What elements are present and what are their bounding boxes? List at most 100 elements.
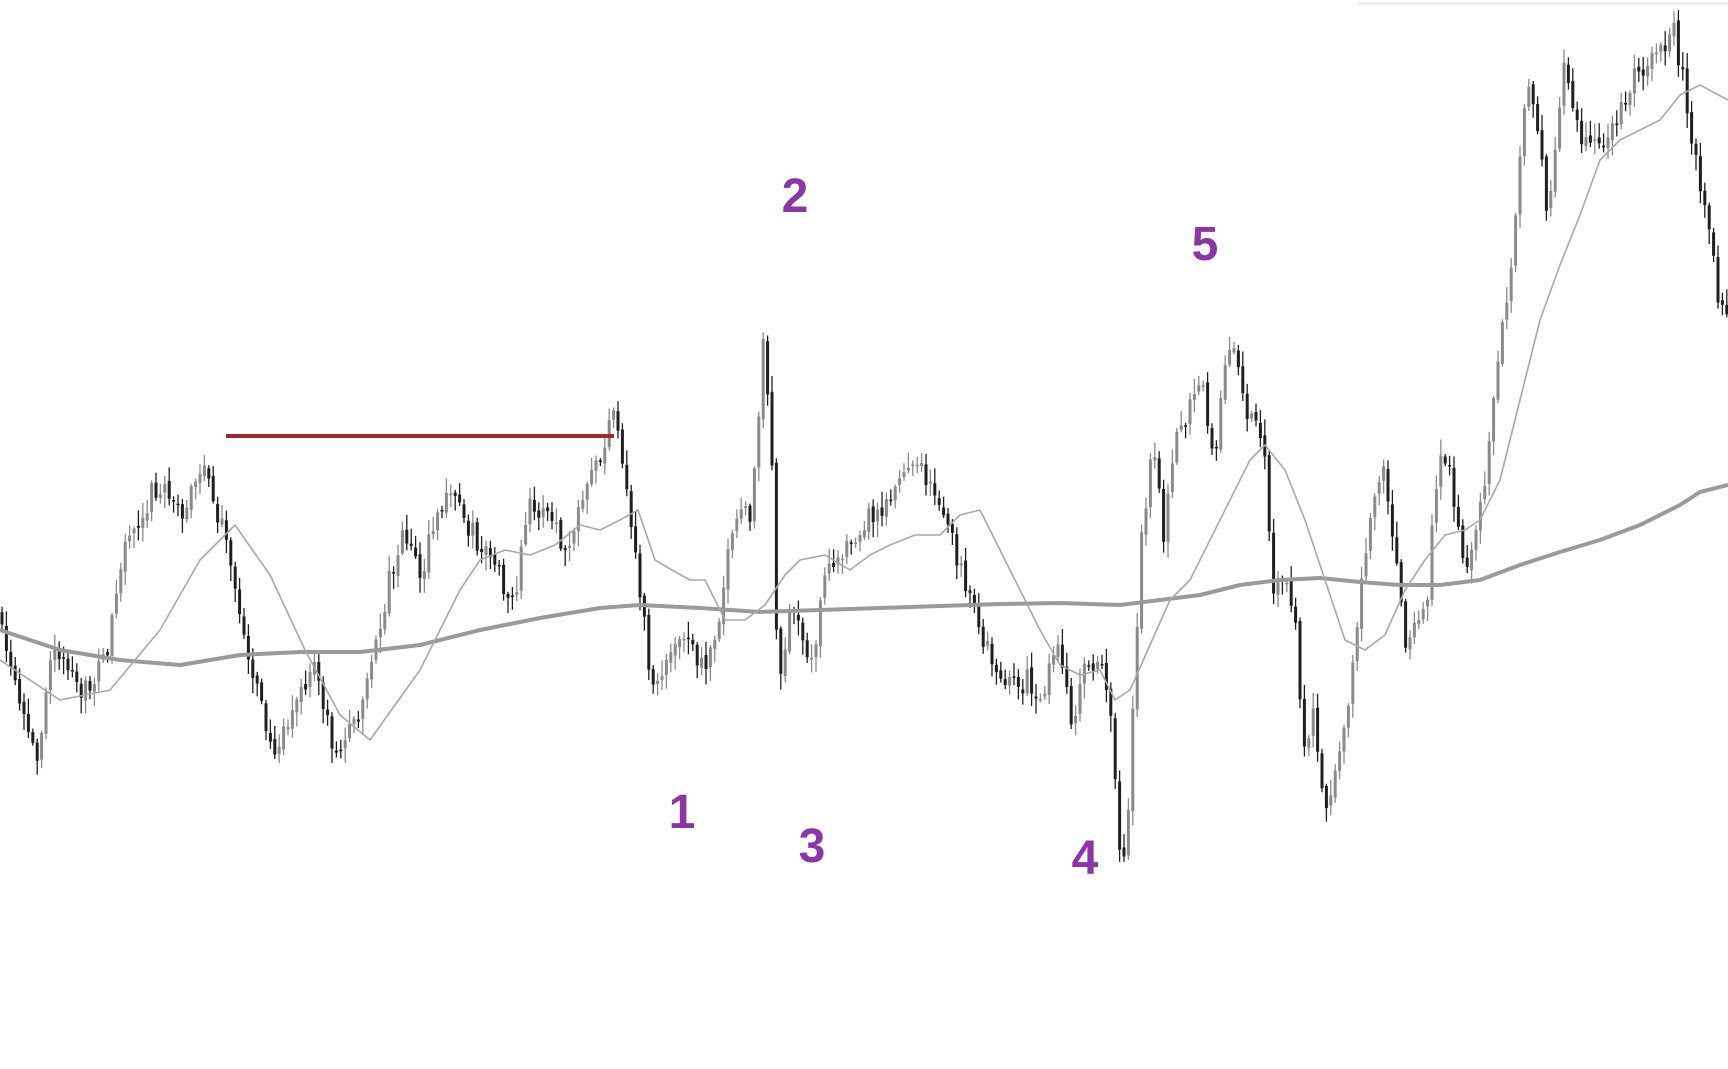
candle-body bbox=[1360, 579, 1363, 629]
candle-body bbox=[753, 468, 756, 521]
candle-body bbox=[573, 531, 576, 544]
candle-body bbox=[326, 710, 329, 716]
candle-body bbox=[1215, 447, 1218, 449]
candle-body bbox=[1426, 600, 1429, 607]
candle-body bbox=[1184, 425, 1187, 427]
candle-body bbox=[718, 622, 721, 640]
candle-body bbox=[405, 530, 408, 544]
candle-body bbox=[700, 658, 703, 668]
candle-body bbox=[1321, 753, 1324, 788]
candle-body bbox=[67, 659, 70, 671]
candle-body bbox=[806, 640, 809, 657]
candle-body bbox=[155, 483, 158, 498]
candle-body bbox=[691, 640, 694, 644]
candle-body bbox=[727, 549, 730, 590]
candle-body bbox=[388, 571, 391, 613]
candle-body bbox=[867, 508, 870, 532]
candle-body bbox=[977, 606, 980, 627]
candle-body bbox=[1140, 532, 1143, 628]
candle-body bbox=[1413, 623, 1416, 638]
candle-body bbox=[1519, 157, 1522, 215]
candle-body bbox=[172, 500, 175, 502]
candle-body bbox=[1549, 191, 1552, 208]
candle-body bbox=[1211, 428, 1214, 448]
candle-body bbox=[84, 680, 87, 700]
candle-body bbox=[1523, 108, 1526, 156]
candle-body bbox=[476, 522, 479, 550]
candle-body bbox=[1312, 708, 1315, 735]
candle-body bbox=[467, 521, 470, 536]
candle-body bbox=[1620, 102, 1623, 124]
candle-body bbox=[177, 504, 180, 506]
candle-body bbox=[199, 474, 202, 483]
candle-body bbox=[898, 478, 901, 485]
candle-body bbox=[634, 526, 637, 552]
slow-moving-average-line bbox=[0, 485, 1728, 665]
candle-body bbox=[766, 341, 769, 394]
candle-body bbox=[427, 534, 430, 572]
candle-body bbox=[445, 493, 448, 513]
candle-body bbox=[1118, 781, 1121, 849]
candle-body bbox=[1202, 385, 1205, 387]
candle-body bbox=[1501, 322, 1504, 364]
candle-body bbox=[463, 504, 466, 518]
candle-body bbox=[203, 465, 206, 475]
candle-body bbox=[1558, 108, 1561, 149]
candle-body bbox=[432, 531, 435, 534]
candle-body bbox=[925, 464, 928, 485]
candle-body bbox=[1545, 157, 1548, 211]
candle-body bbox=[309, 672, 312, 687]
candle-body bbox=[287, 727, 290, 729]
candle-body bbox=[960, 563, 963, 565]
candle-body bbox=[665, 660, 668, 675]
candle-body bbox=[1439, 456, 1442, 487]
candle-body bbox=[612, 410, 615, 419]
candle-body bbox=[124, 542, 127, 572]
candle-body bbox=[907, 468, 910, 471]
candle-body bbox=[1255, 412, 1258, 420]
candle-body bbox=[991, 644, 994, 665]
candle-body bbox=[771, 392, 774, 466]
candle-body bbox=[1096, 662, 1099, 669]
candle-body bbox=[331, 716, 334, 748]
candle-body bbox=[75, 672, 78, 682]
candle-body bbox=[1087, 665, 1090, 667]
candle-body bbox=[410, 544, 413, 546]
candle-body bbox=[630, 491, 633, 527]
candle-body bbox=[542, 508, 545, 517]
candle-body bbox=[1334, 771, 1337, 798]
candle-body bbox=[265, 703, 268, 731]
candle-body bbox=[669, 652, 672, 662]
candle-body bbox=[1475, 530, 1478, 550]
candle-body bbox=[141, 518, 144, 528]
candle-body bbox=[207, 468, 210, 478]
candle-body bbox=[1013, 676, 1016, 678]
candle-body bbox=[278, 747, 281, 754]
candle-body bbox=[744, 506, 747, 508]
candle-body bbox=[1299, 621, 1302, 699]
candle-body bbox=[185, 508, 188, 519]
candle-body bbox=[97, 661, 100, 681]
candle-body bbox=[889, 500, 892, 502]
candle-body bbox=[797, 615, 800, 621]
candle-body bbox=[815, 644, 818, 657]
candle-body bbox=[1409, 637, 1412, 649]
candle-body bbox=[731, 533, 734, 550]
candle-body bbox=[762, 339, 765, 419]
candle-body bbox=[23, 702, 26, 714]
candle-body bbox=[801, 623, 804, 641]
candle-body bbox=[1457, 507, 1460, 527]
candle-body bbox=[1690, 112, 1693, 143]
candle-body bbox=[1607, 138, 1610, 148]
candle-body bbox=[1338, 751, 1341, 771]
candle-body bbox=[419, 554, 422, 578]
candle-body bbox=[1664, 46, 1667, 52]
candle-body bbox=[1404, 601, 1407, 647]
candle-body bbox=[159, 494, 162, 497]
candle-body bbox=[370, 662, 373, 680]
candle-body bbox=[1030, 667, 1033, 693]
candle-body bbox=[1422, 609, 1425, 619]
candle-body bbox=[1017, 677, 1020, 687]
